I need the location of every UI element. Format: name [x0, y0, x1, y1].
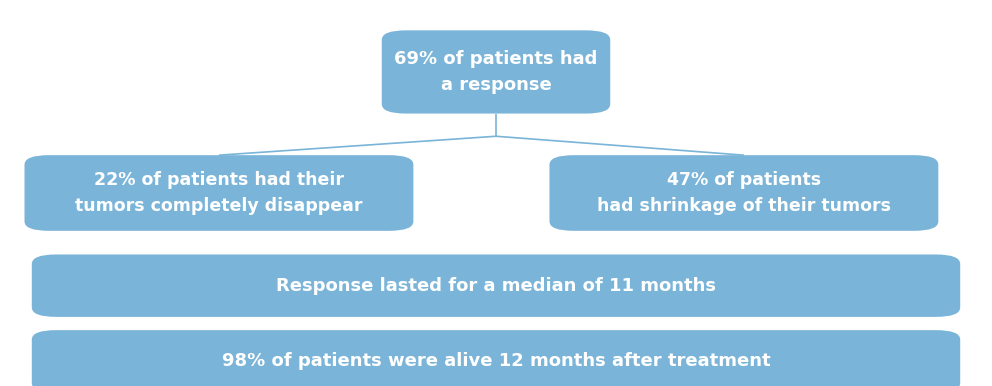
Text: 47% of patients
had shrinkage of their tumors: 47% of patients had shrinkage of their t… [597, 171, 891, 215]
FancyBboxPatch shape [25, 155, 414, 231]
Text: 69% of patients had
a response: 69% of patients had a response [394, 50, 598, 94]
FancyBboxPatch shape [32, 330, 960, 386]
Text: 98% of patients were alive 12 months after treatment: 98% of patients were alive 12 months aft… [221, 352, 771, 370]
Text: Response lasted for a median of 11 months: Response lasted for a median of 11 month… [276, 277, 716, 295]
FancyBboxPatch shape [382, 30, 610, 113]
Text: 22% of patients had their
tumors completely disappear: 22% of patients had their tumors complet… [75, 171, 363, 215]
FancyBboxPatch shape [32, 254, 960, 317]
FancyBboxPatch shape [550, 155, 938, 231]
